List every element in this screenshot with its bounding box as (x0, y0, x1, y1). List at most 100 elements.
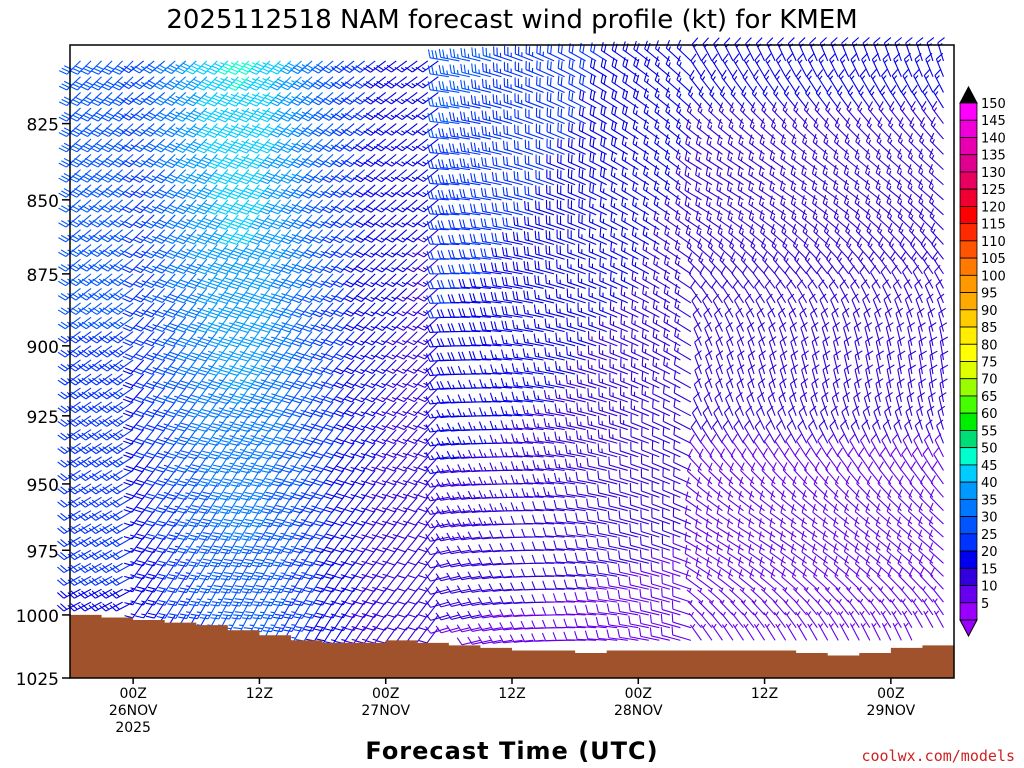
barb-feather (177, 176, 186, 182)
barb-feather (190, 264, 200, 269)
barb-feather (155, 114, 165, 119)
barb-feather (188, 252, 197, 257)
barb-feather (244, 518, 254, 522)
barb-feather (235, 126, 244, 131)
barb-feather (200, 81, 210, 86)
wind-barb (134, 523, 155, 540)
barb-feather (167, 411, 177, 415)
barb-feather (220, 341, 230, 345)
wind-barb (143, 345, 166, 361)
barb-feather (190, 279, 200, 284)
wind-barb (133, 415, 155, 431)
barb-feather (174, 101, 183, 107)
barb-feather (199, 252, 208, 257)
wind-barb (134, 483, 155, 500)
barb-feather (248, 102, 257, 107)
barb-feather (221, 453, 231, 457)
barb-feather (269, 133, 278, 138)
barb-feather (136, 451, 145, 456)
barb-feather (95, 188, 104, 194)
barb-feather (158, 189, 167, 194)
barb-half-feather (281, 293, 286, 296)
barb-half-feather (197, 278, 202, 281)
barb-feather (125, 465, 134, 470)
barb-feather (201, 279, 210, 284)
barb-feather (90, 177, 99, 183)
barb-feather (224, 611, 233, 614)
barb-half-feather (141, 144, 146, 148)
barb-feather (211, 574, 221, 578)
barb-feather (199, 311, 208, 316)
barb-feather (231, 384, 241, 388)
barb-feather (100, 251, 109, 258)
barb-feather (252, 341, 261, 345)
barb-feather (177, 130, 186, 135)
barb-feather (60, 249, 69, 255)
barb-feather (169, 158, 178, 164)
barb-staff (131, 496, 145, 513)
barb-feather (70, 473, 79, 480)
barb-feather (303, 145, 312, 151)
wind-barb (78, 588, 102, 599)
barb-feather (305, 573, 315, 577)
barb-half-feather (229, 462, 234, 465)
barb-feather (123, 440, 132, 445)
barb-feather (74, 142, 83, 148)
barb-feather (250, 414, 260, 419)
barb-feather (125, 451, 134, 456)
barb-feather (185, 117, 194, 122)
barb-feather (147, 142, 157, 148)
barb-feather (186, 314, 195, 319)
barb-feather (102, 603, 110, 610)
barb-staff (131, 470, 145, 486)
wind-barb (143, 184, 166, 199)
barb-feather (166, 82, 175, 88)
wind-barb (133, 373, 155, 389)
barb-feather (244, 437, 253, 441)
barb-feather (235, 187, 244, 192)
wind-barb (166, 497, 187, 514)
barb-feather (251, 208, 260, 213)
barb-feather (222, 112, 231, 118)
barb-feather (178, 383, 187, 387)
barb-feather (245, 247, 255, 252)
barb-half-feather (196, 204, 202, 207)
barb-feather (233, 423, 243, 427)
barb-feather (316, 158, 325, 163)
barb-feather (132, 193, 141, 199)
barb-half-feather (196, 545, 201, 548)
barb-feather (142, 162, 151, 168)
barb-feather (316, 127, 325, 133)
barb-feather (306, 278, 315, 284)
barb-feather (190, 613, 200, 617)
barb-feather (262, 340, 272, 345)
barb-feather (224, 110, 233, 115)
barb-feather (282, 483, 291, 487)
barb-feather (217, 102, 226, 107)
barb-feather (135, 367, 145, 373)
wind-barb (121, 199, 145, 214)
barb-feather (179, 127, 188, 133)
barb-feather (284, 466, 293, 471)
barb-feather (232, 548, 242, 552)
barb-feather (266, 217, 276, 222)
wind-barb (89, 316, 113, 330)
barb-feather (201, 205, 210, 210)
barb-feather (99, 379, 108, 386)
barb-feather (166, 537, 176, 541)
barb-feather (110, 337, 119, 344)
barb-feather (199, 564, 208, 568)
barb-feather (99, 407, 108, 414)
barb-feather (92, 307, 101, 313)
barb-feather (228, 225, 237, 230)
wind-barb (300, 153, 323, 168)
barb-feather (292, 441, 301, 446)
barb-staff (247, 373, 260, 390)
barb-feather (305, 547, 314, 551)
barb-feather (316, 79, 325, 85)
barb-feather (272, 161, 281, 167)
barb-feather (67, 527, 75, 534)
barb-feather (279, 117, 289, 122)
barb-half-feather (241, 62, 246, 65)
barb-feather (158, 573, 167, 577)
